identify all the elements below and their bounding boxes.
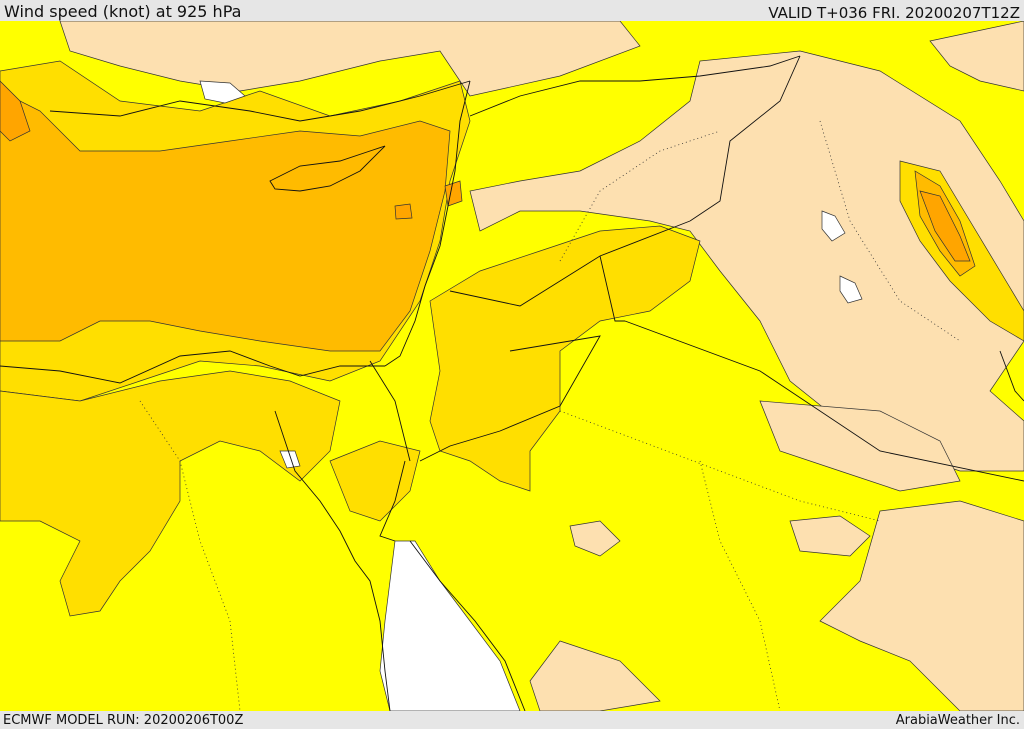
calm-area-gulf-of-suez: [279, 450, 301, 469]
coastline-levant: [384, 80, 471, 367]
border-jordan-saudi: [419, 335, 601, 462]
strongest-wind-patch: [0, 80, 31, 142]
calm-area-turkey: [199, 80, 246, 104]
low-wind-area-iraq: [469, 50, 1024, 472]
low-wind-area-south: [529, 640, 661, 711]
low-wind-areas: [59, 21, 1024, 711]
strongest-wind-areas: [0, 80, 971, 262]
coastline-persian-gulf: [999, 350, 1024, 402]
credit-label: ArabiaWeather Inc.: [895, 713, 1020, 728]
border-iraq-saudi: [624, 320, 1024, 482]
country-borders: [0, 55, 1024, 711]
calm-wind-areas: [199, 80, 863, 711]
border-egypt-israel: [369, 360, 411, 462]
low-wind-area-patch: [789, 515, 871, 557]
border-syria-jordan: [449, 220, 691, 307]
low-wind-area-patch: [569, 520, 621, 557]
coastline-arabia-red-sea: [409, 540, 526, 711]
low-wind-area-east: [759, 400, 961, 492]
province-boundary: [559, 410, 881, 522]
calm-area-iraq-lake: [821, 210, 846, 242]
province-boundary: [559, 130, 721, 262]
fresh-wind-area-sinai: [329, 440, 421, 522]
calm-area-iraq-lake: [839, 275, 863, 304]
coastline-turkey-south: [49, 80, 471, 122]
province-boundary: [819, 120, 961, 342]
coastline-gulf-of-aqaba: [379, 460, 406, 542]
wind-speed-map: [0, 21, 1024, 711]
low-wind-area-southeast: [819, 500, 1024, 711]
strong-wind-area-east-med: [0, 90, 451, 352]
province-boundaries: [139, 120, 961, 711]
province-boundary: [139, 400, 241, 711]
coastline-gulf-of-suez: [274, 410, 391, 711]
valid-time-label: VALID T+036 FRI. 20200207T12Z: [768, 4, 1020, 22]
coastline-north-africa: [0, 350, 385, 384]
map-title: Wind speed (knot) at 925 hPa: [4, 2, 242, 21]
footer-bar: [0, 711, 1024, 729]
strongest-wind-patch: [394, 203, 413, 220]
model-run-label: ECMWF MODEL RUN: 20200206T00Z: [3, 713, 244, 728]
coastline-cyprus: [269, 145, 386, 192]
low-wind-area-patch: [929, 21, 1024, 92]
border-syria-iraq: [689, 55, 801, 222]
header-bar: [0, 0, 1024, 21]
low-wind-area-turkey: [59, 21, 641, 97]
border-turkey-syria: [469, 55, 801, 117]
border-jordan-iraq: [599, 255, 625, 322]
strongest-wind-patch: [919, 190, 971, 262]
